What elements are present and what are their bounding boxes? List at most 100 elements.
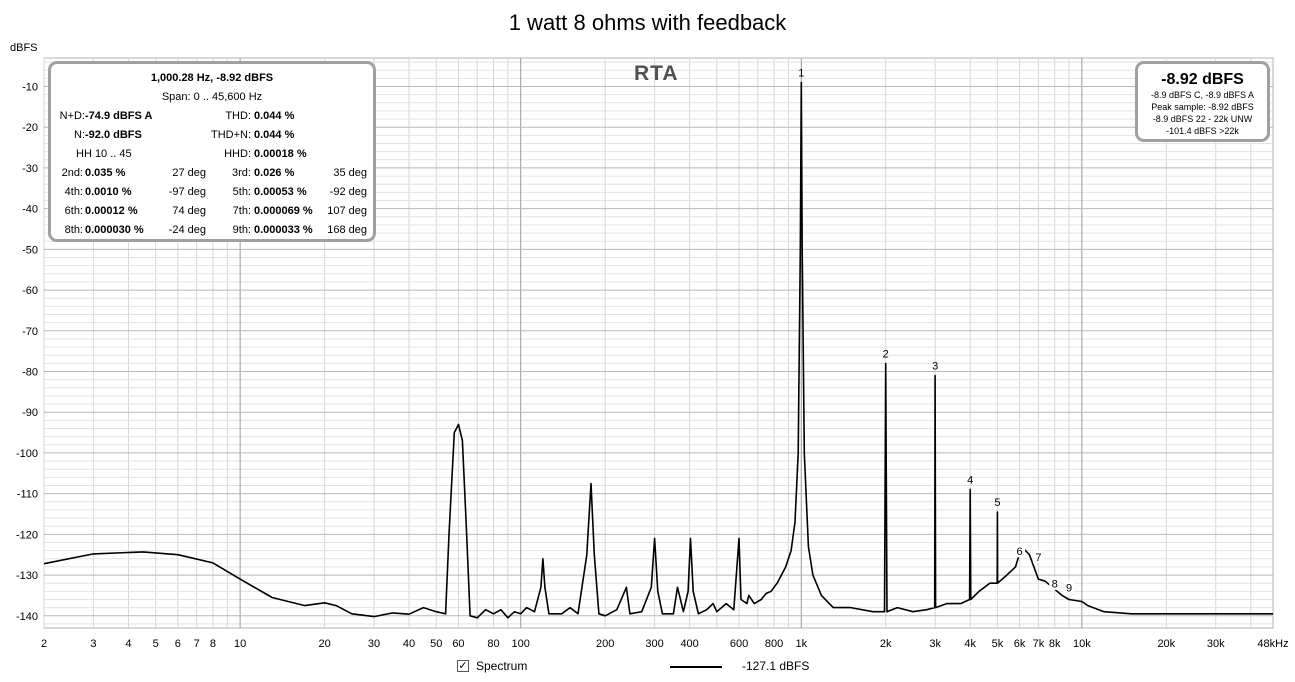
x-tick-label: 30 <box>368 638 380 650</box>
nd-value: -74.9 dBFS A <box>85 110 153 122</box>
harmonic-marker-label: 1 <box>798 67 804 79</box>
harmonic-marker-label: 9 <box>1066 582 1072 594</box>
harmonic-marker-bg <box>1032 550 1044 564</box>
x-tick-label: 30k <box>1207 638 1225 650</box>
x-tick-label: 1k <box>795 638 807 650</box>
harmonic-label: 9th: <box>232 224 251 236</box>
harmonic-label: 8th: <box>64 224 83 236</box>
harmonic-phase: -97 deg <box>168 186 206 198</box>
thd-value: 0.044 % <box>254 110 295 122</box>
x-tick-label: 3k <box>929 638 941 650</box>
y-axis-ticks: -10 -20 -30 -40 -50 -60 -70 -80 -90 -100 -110 -120 -… <box>16 82 38 623</box>
x-tick-label: 48kHz <box>1257 638 1288 650</box>
hhd-value: 0.00018 % <box>254 148 307 160</box>
harmonic-marker-label: 6 <box>1017 546 1023 558</box>
y-tick-label: -90 <box>22 407 38 419</box>
x-tick-label: 40 <box>403 638 415 650</box>
harmonic-phase: -24 deg <box>168 224 206 236</box>
x-tick-label: 20k <box>1157 638 1175 650</box>
x-tick-label: 400 <box>680 638 698 650</box>
y-tick-label: -70 <box>22 326 38 338</box>
major-grid <box>44 58 1273 628</box>
x-tick-label: 5k <box>992 638 1004 650</box>
level-main-value: -8.92 dBFS <box>1161 71 1244 88</box>
harmonic-label: 4th: <box>64 186 83 198</box>
harmonic-marker-label: 7 <box>1035 552 1041 564</box>
harmonic-percent: 0.00012 % <box>85 205 138 217</box>
x-tick-label: 60 <box>452 638 464 650</box>
x-tick-label: 10k <box>1073 638 1091 650</box>
harmonic-percent: 0.000033 % <box>254 224 313 236</box>
harmonic-marker-bg <box>1063 580 1075 594</box>
y-tick-label: -60 <box>22 285 38 297</box>
harmonic-marker-label: 2 <box>883 348 889 360</box>
x-tick-label: 3 <box>90 638 96 650</box>
x-tick-label: 800 <box>765 638 783 650</box>
level-peak-sample: Peak sample: -8.92 dBFS <box>1151 102 1254 112</box>
spectrum-trace <box>43 81 1273 619</box>
x-tick-label: 600 <box>730 638 748 650</box>
y-tick-label: -20 <box>22 122 38 134</box>
n-label: N: <box>74 129 85 141</box>
harmonic-percent: 0.0010 % <box>85 186 132 198</box>
y-tick-label: -40 <box>22 204 38 216</box>
harmonic-marker-label: 5 <box>994 497 1000 509</box>
harmonic-label: 6th: <box>64 205 83 217</box>
harmonic-phase: 107 deg <box>327 205 367 217</box>
y-tick-label: -110 <box>17 489 38 501</box>
harmonic-phase: 168 deg <box>327 224 367 236</box>
x-tick-label: 8k <box>1049 638 1061 650</box>
x-tick-label: 6 <box>175 638 181 650</box>
info-frequency-level: 1,000.28 Hz, -8.92 dBFS <box>150 72 274 84</box>
harmonic-percent: 0.000030 % <box>85 224 144 236</box>
harmonic-label: 2nd: <box>61 167 83 179</box>
x-tick-label: 4k <box>964 638 976 650</box>
y-tick-label: -140 <box>16 611 38 623</box>
hh-range-label: HH 10 .. 45 <box>76 148 132 160</box>
level-above-22k: -101.4 dBFS >22k <box>1166 126 1239 136</box>
x-tick-label: 300 <box>645 638 663 650</box>
y-tick-label: -100 <box>16 448 38 460</box>
harmonic-label: 3rd: <box>232 167 251 179</box>
harmonic-percent: 0.00053 % <box>254 186 307 198</box>
spectrum-checkbox[interactable]: ✓ <box>457 660 469 672</box>
x-tick-label: 7k <box>1033 638 1045 650</box>
harmonic-marker-bg <box>1049 576 1061 590</box>
level-unweighted: -8.9 dBFS 22 - 22k UNW <box>1152 114 1253 124</box>
x-tick-label: 2 <box>41 638 47 650</box>
thd-label: THD: <box>225 110 251 122</box>
harmonic-marker-label: 3 <box>932 361 938 373</box>
harmonic-marker-bg <box>1014 544 1026 558</box>
harmonic-percent: 0.000069 % <box>254 205 313 217</box>
thdn-label: THD+N: <box>210 129 251 141</box>
x-tick-label: 8 <box>210 638 216 650</box>
harmonic-percent: 0.035 % <box>85 167 126 179</box>
thdn-value: 0.044 % <box>254 129 295 141</box>
x-tick-label: 5 <box>153 638 159 650</box>
x-tick-label: 50 <box>430 638 442 650</box>
nd-label: N+D: <box>59 110 85 122</box>
y-tick-label: -130 <box>16 570 38 582</box>
harmonic-label: 5th: <box>232 186 251 198</box>
rta-label: RTA <box>634 62 679 85</box>
harmonic-phase: -92 deg <box>329 186 367 198</box>
harmonic-phase: 27 deg <box>172 167 206 179</box>
x-tick-label: 4 <box>125 638 131 650</box>
x-tick-label: 2k <box>880 638 892 650</box>
y-tick-label: -10 <box>22 82 38 94</box>
y-axis-unit-label: dBFS <box>10 42 38 54</box>
info-span: Span: 0 .. 45,600 Hz <box>161 91 263 103</box>
spectrum-legend-label[interactable]: Spectrum <box>476 659 528 673</box>
x-tick-label: 20 <box>318 638 330 650</box>
harmonic-marker-label: 4 <box>967 475 973 487</box>
x-tick-label: 10 <box>234 638 246 650</box>
y-tick-label: -30 <box>22 163 38 175</box>
level-meter-panel: -8.92 dBFS -8.9 dBFS C, -8.9 dBFS A Peak… <box>1135 61 1270 142</box>
level-weighted: -8.9 dBFS C, -8.9 dBFS A <box>1150 90 1255 100</box>
n-value: -92.0 dBFS <box>85 129 142 141</box>
harmonic-percent: 0.026 % <box>254 167 295 179</box>
legend: ✓ Spectrum -127.1 dBFS <box>0 658 1295 678</box>
x-tick-label: 100 <box>512 638 530 650</box>
